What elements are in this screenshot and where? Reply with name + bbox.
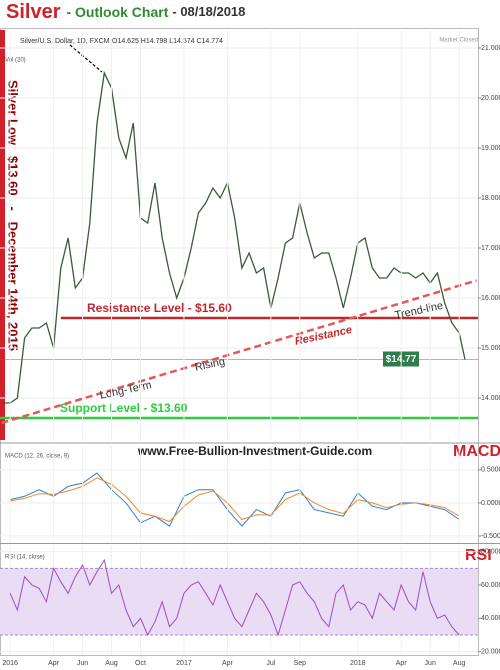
level-label: Resistance Level - $15.60 — [87, 301, 232, 315]
rsi-band — [0, 568, 478, 635]
level-label: Support Level - $13.60 — [60, 401, 188, 415]
market-status: Market Closed — [439, 38, 478, 44]
x-tick-label: Apr — [222, 660, 234, 667]
series-line — [10, 477, 460, 523]
y-tick-label: 80.0000 — [481, 549, 500, 556]
side-note: Silver Low $13.60 - December 14th, 2015 — [6, 80, 21, 351]
y-tick-label: 17.000 — [481, 245, 500, 252]
x-tick-label: 2016 — [2, 660, 18, 667]
x-tick-label: 2017 — [176, 660, 192, 667]
volume-label: Vol (20) — [5, 58, 26, 64]
y-tick-label: 20.0000 — [481, 649, 500, 656]
symbol: Silver/U.S. Dollar, 1D, FXCM — [20, 38, 110, 45]
y-tick-label: 18.000 — [481, 195, 500, 202]
side-stripe — [0, 30, 5, 440]
chart-title: Silver - Outlook Chart - 08/18/2018 — [6, 1, 245, 23]
x-tick-label: Jun — [77, 660, 88, 667]
pointer-arrow — [69, 44, 103, 73]
x-tick-label: 2018 — [350, 660, 366, 667]
x-tick-label: Jun — [425, 660, 436, 667]
macd-indicator: MACD (12, 26, close, 9) — [5, 454, 69, 460]
rsi-indicator: RSI (14, close) — [5, 555, 45, 561]
y-tick-label: 60.0000 — [481, 582, 500, 589]
title-outlook: - Outlook Chart — [66, 4, 168, 20]
trend-line — [1, 279, 477, 425]
title-date: - 08/18/2018 — [172, 4, 245, 19]
x-tick-label: Jul — [266, 660, 275, 667]
y-tick-label: 0.0000 — [481, 500, 500, 507]
x-tick-label: Apr — [396, 660, 408, 667]
title-silver: Silver — [6, 1, 61, 23]
y-tick-label: 21.000 — [481, 45, 500, 52]
y-tick-label: 14.000 — [481, 395, 500, 402]
series-line — [9, 472, 460, 527]
x-tick-label: Oct — [135, 660, 146, 667]
y-tick-label: 19.000 — [481, 145, 500, 152]
y-tick-label: 40.0000 — [481, 615, 500, 622]
series-line — [9, 558, 460, 637]
x-tick-label: Aug — [453, 660, 466, 667]
macd-title: MACD — [453, 443, 500, 460]
x-tick-label: Apr — [48, 660, 60, 667]
y-tick-label: 16.000 — [481, 295, 500, 302]
x-tick-label: Sep — [294, 660, 307, 667]
series-line — [2, 70, 466, 404]
y-tick-label: 20.000 — [481, 95, 500, 102]
x-tick-label: Aug — [105, 660, 118, 667]
website: www.Free-Bullion-Investment-Guide.com — [137, 444, 372, 458]
y-tick-label: 15.000 — [481, 345, 500, 352]
ohlc: O14.625 H14.798 L14.574 C14.774 — [112, 38, 223, 45]
